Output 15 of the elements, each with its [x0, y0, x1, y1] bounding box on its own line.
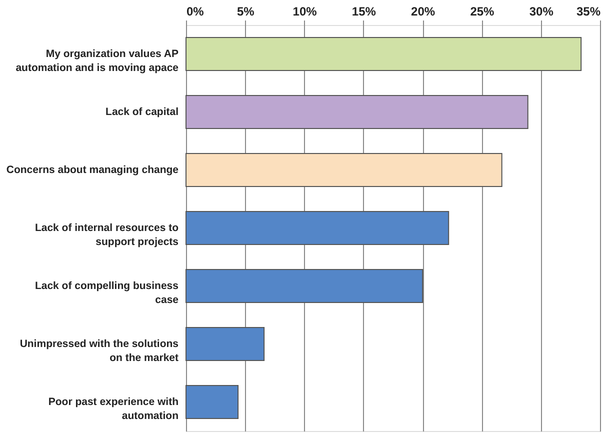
x-tick-label: 10% [292, 4, 318, 18]
y-tick-label: Poor past experience with automation [48, 396, 178, 422]
x-tick-label: 20% [411, 4, 436, 18]
y-tick-label: Lack of internal resources to support projects [34, 222, 179, 248]
x-tick-label: 35% [576, 4, 601, 18]
x-tick-label: 15% [352, 4, 376, 18]
x-tick-label: 25% [470, 4, 495, 18]
x-tick-label: 0% [186, 4, 204, 18]
x-tick-label: 5% [236, 4, 255, 18]
y-tick-label: Unimpressed with the solutions on the market [20, 338, 179, 364]
y-tick-label: Concerns about managing change [6, 164, 179, 176]
y-tick-label: My organization values AP automation and is moving apace [16, 48, 179, 74]
x-tick-label: 30% [529, 4, 554, 18]
y-tick-label: Lack of compelling business case [34, 280, 179, 306]
y-tick-label: Lack of capital [106, 106, 179, 118]
